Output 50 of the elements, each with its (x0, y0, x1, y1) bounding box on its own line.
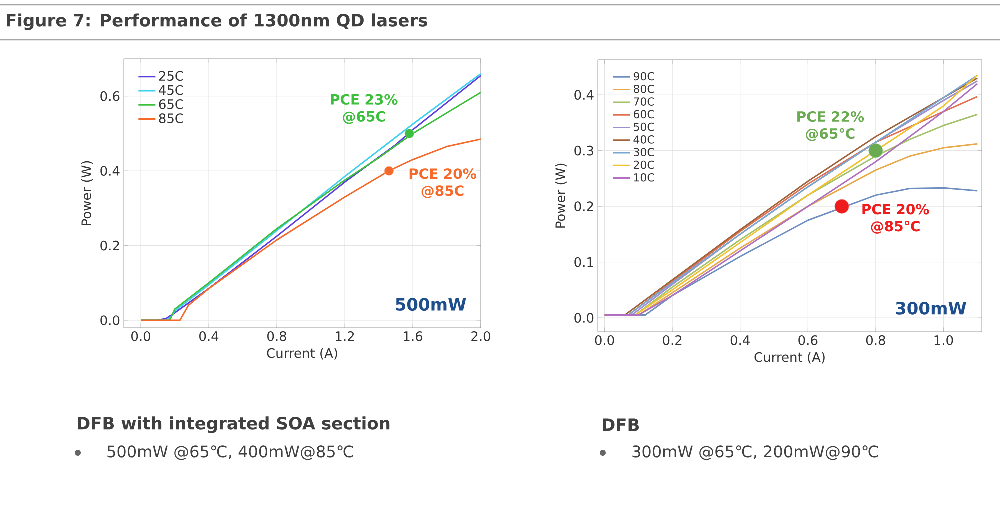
chart-title: Figure 7: Performance of 1300nm QD lasers (7, 14, 428, 30)
x-tick-label: 0.6 (798, 335, 818, 346)
annotation: PCE 20% @85℃ (862, 204, 930, 234)
legend-label: 50C (634, 122, 654, 132)
y-tick-label: 0.4 (574, 90, 594, 100)
y-tick-label: 0.2 (574, 202, 594, 212)
annotation: PCE 20% @85C (410, 168, 476, 198)
x-tick-label: 0.4 (200, 331, 219, 342)
legend-label: 70C (634, 98, 654, 106)
legend-label: 65C (159, 99, 184, 110)
legend-label: 85C (159, 114, 184, 124)
legend-label: 80C (634, 84, 654, 94)
x-tick-label: 1.0 (934, 335, 954, 346)
y-axis-title: Power (W) (555, 164, 567, 228)
legend-label: 30C (634, 148, 654, 157)
annotation: PCE 22% @65℃ (798, 111, 864, 142)
text: DFB (603, 418, 640, 432)
x-tick-label: 0.0 (595, 335, 614, 346)
y-tick-label: 0.0 (574, 313, 594, 323)
annotation: 500mW (396, 298, 466, 312)
x-tick-label: 2.0 (472, 331, 490, 342)
x-tick-label: 1.6 (404, 331, 423, 342)
y-tick-label: 0.3 (574, 146, 594, 156)
x-axis-title: Current (A) (754, 352, 825, 364)
x-tick-label: 0.8 (268, 331, 286, 342)
annotation: PCE 23% @65C (331, 94, 398, 124)
y-axis-title: Power (W) (81, 161, 93, 226)
y-tick-label: 0.1 (574, 257, 594, 268)
text: DFB with integrated SOA section (78, 416, 390, 434)
legend-label: 20C (634, 160, 654, 170)
annotation: 300mW (896, 302, 966, 315)
text: 500mW @65℃, 400mW@85℃ (108, 446, 354, 460)
legend-label: 25C (159, 71, 184, 82)
x-tick-label: 0.4 (730, 335, 750, 346)
x-tick-label: 0.2 (663, 335, 682, 346)
legend-label: 10C (634, 173, 654, 182)
x-tick-label: 1.2 (336, 331, 354, 342)
y-tick-label: 0.0 (100, 316, 120, 326)
y-tick-label: 0.2 (100, 240, 120, 251)
y-tick-label: 0.4 (100, 166, 120, 176)
legend-label: 60C (634, 110, 654, 119)
legend-label: 90C (634, 72, 654, 81)
line-series (140, 138, 482, 322)
x-tick-label: 0.8 (866, 335, 886, 346)
legend-label: 45C (159, 85, 184, 96)
y-tick-label: 0.6 (100, 91, 120, 102)
x-tick-label: 0.0 (132, 331, 150, 342)
legend-label: 40C (634, 136, 654, 144)
text: 300mW @65℃, 200mW@90℃ (632, 446, 878, 460)
x-axis-title: Current (A) (267, 348, 338, 360)
